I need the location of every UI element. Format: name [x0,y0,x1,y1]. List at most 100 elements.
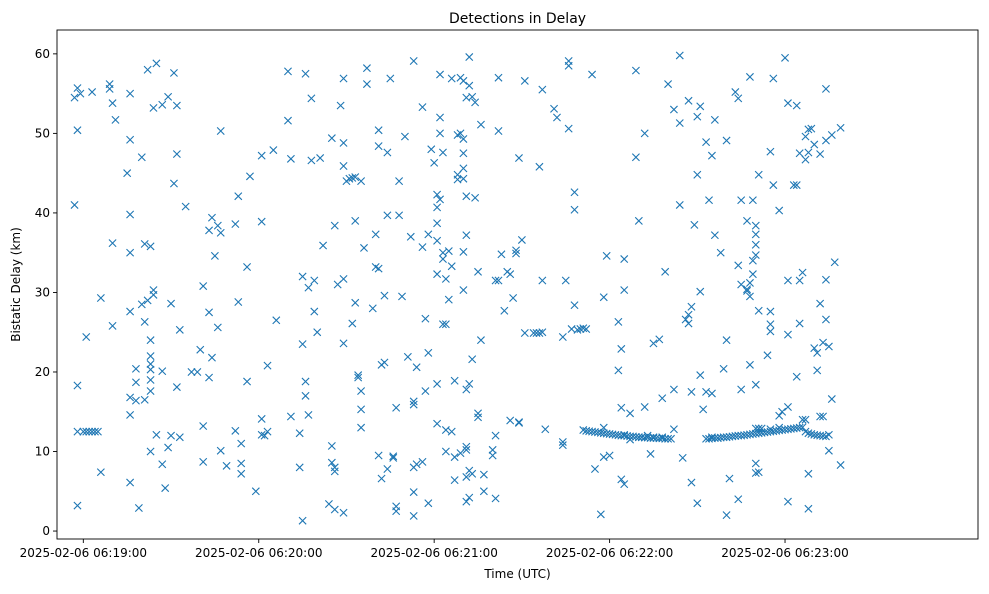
x-axis-label: Time (UTC) [483,567,550,581]
data-point [348,173,357,182]
data-point [699,405,708,414]
chart-title: Detections in Delay [449,11,586,27]
data-point [438,320,447,329]
data-point [245,172,254,181]
data-point [614,366,623,375]
data-point [631,153,640,162]
data-point [696,287,705,296]
data-point [552,113,561,122]
data-point [792,181,801,190]
data-point [438,148,447,157]
data-point [807,124,816,133]
data-point [745,72,754,81]
data-point [684,96,693,105]
data-point [745,278,754,287]
data-point [801,155,810,164]
data-point [406,232,415,241]
data-point [395,177,404,186]
data-point [626,409,635,418]
data-point [377,474,386,483]
data-point [819,432,828,440]
data-point [614,317,623,326]
data-point [798,415,807,424]
data-point [599,453,608,462]
data-point [564,57,573,66]
data-point [345,174,354,183]
data-point [462,192,471,201]
data-point [307,94,316,103]
data-point [743,285,752,294]
data-point [558,441,567,450]
data-point [126,210,135,219]
data-point [433,379,442,388]
data-point [751,380,760,389]
data-point [836,461,845,470]
data-point [687,478,696,487]
data-point [389,453,398,462]
data-point [766,147,775,156]
data-point [748,256,757,265]
x-tick-label: 2025-02-06 06:21:00 [370,546,497,560]
data-point [418,457,427,466]
data-point [447,262,456,271]
data-point [70,200,79,209]
x-tick-label: 2025-02-06 06:19:00 [20,546,147,560]
data-point [813,366,822,375]
data-point [441,320,450,329]
data-point [664,434,673,443]
data-point [494,127,503,135]
data-point [570,301,579,310]
data-point [351,173,360,182]
y-tick-label: 60 [35,47,50,61]
data-point [658,394,667,403]
data-point [500,306,509,315]
data-point [576,325,585,334]
data-point [257,414,266,423]
data-point [582,325,591,334]
data-point [459,174,468,183]
data-point [327,458,336,467]
data-point [313,328,322,337]
data-point [450,476,459,485]
data-point [778,407,787,416]
data-point [795,319,804,328]
data-point [374,451,383,460]
data-point [257,430,266,439]
data-point [73,501,82,510]
data-point [450,453,459,462]
data-point [824,342,833,351]
data-point [491,276,500,285]
data-point [678,453,687,462]
data-point [801,415,810,424]
data-point [538,328,547,337]
data-point [664,80,673,89]
data-point [131,364,140,373]
data-point [792,372,801,381]
data-point [105,84,114,93]
data-point [146,352,155,361]
data-point [213,323,222,332]
data-point [172,383,181,392]
data-point [441,274,450,283]
data-point [705,196,713,205]
data-point [558,437,567,446]
data-point [558,333,567,341]
data-point [167,299,176,308]
data-point [199,282,208,291]
data-point [234,298,243,306]
data-point [781,53,790,62]
data-point [257,151,266,160]
data-point [743,216,752,225]
data-point [783,99,792,108]
data-point [412,460,421,469]
data-point [804,148,813,157]
data-point [538,85,547,94]
data-point [438,255,447,264]
data-point [76,89,85,98]
data-point [707,151,716,160]
data-point [661,434,670,443]
data-point [295,429,304,438]
data-point [570,188,579,197]
data-point [436,129,445,138]
data-point [234,192,243,201]
